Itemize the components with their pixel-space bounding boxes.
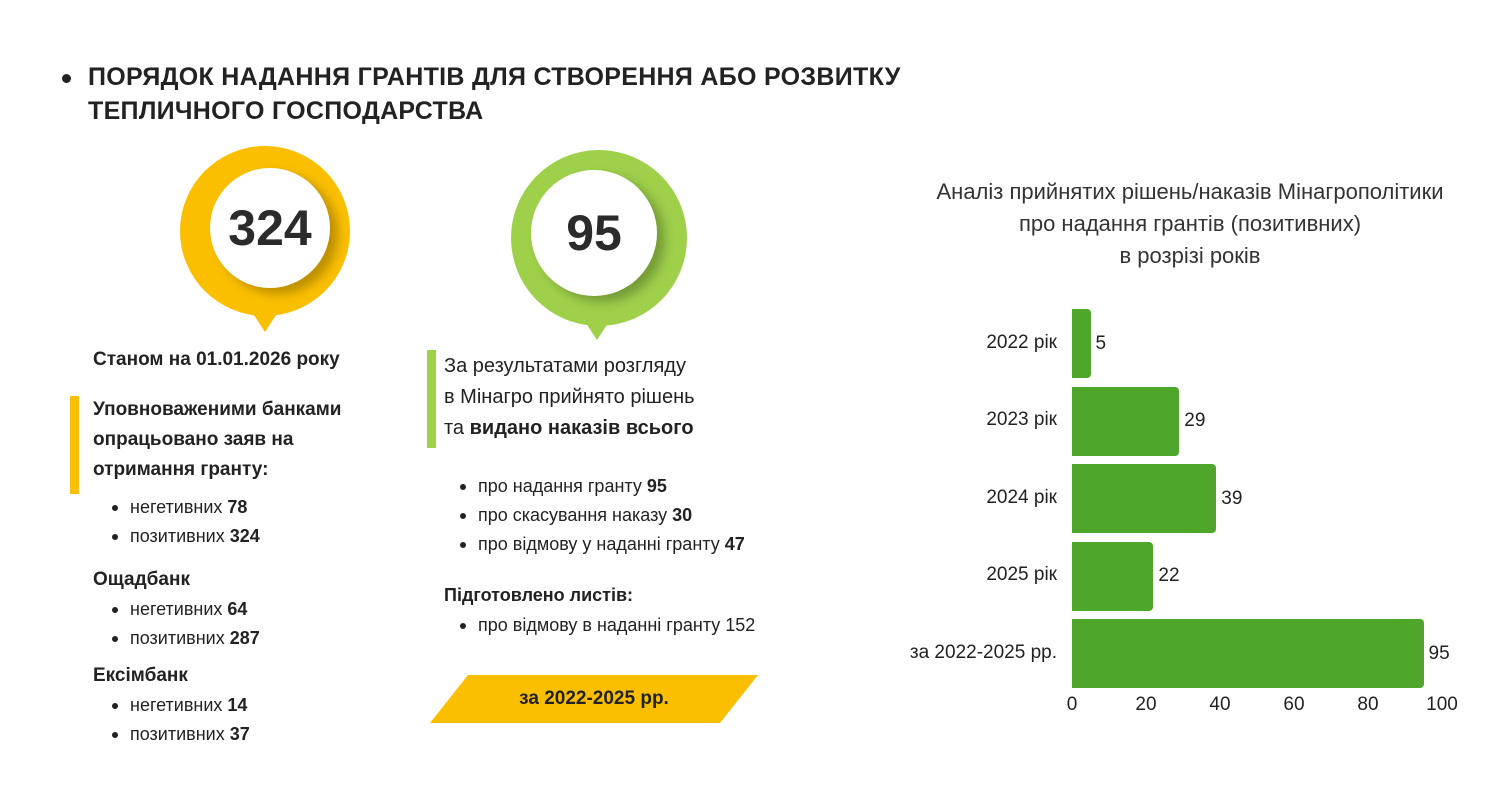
bar [1072,309,1091,378]
category-label: 2022 рік [986,331,1057,353]
chart-title-line: в розрізі років [1119,243,1261,268]
applications-count: 324 [210,168,330,288]
x-tick-label: 0 [1066,694,1078,715]
chart-title-line: Аналіз прийнятих рішень/наказів Мінагроп… [936,179,1444,204]
letters-list: про відмову в наданні гранту 152 [458,611,755,640]
title-line-2: ТЕПЛИЧНОГО ГОСПОДАРСТВА [88,97,484,125]
list-item: негетивних 14 [110,691,250,720]
orders-list: про надання гранту 95 про скасування нак… [458,472,745,559]
category-label: 2025 рік [986,564,1057,585]
data-label: 39 [1221,487,1243,509]
intro-line: За результатами розгляду [444,355,686,377]
intro-line: та видано наказів всього [444,417,694,439]
bar [1072,541,1154,611]
yellow-accent-bar [70,396,79,494]
title-line-1: ПОРЯДОК НАДАННЯ ГРАНТІВ ДЛЯ СТВОРЕННЯ АБ… [88,63,901,91]
bar [1072,619,1424,688]
green-pin-pointer [580,314,614,340]
list-item: про скасування наказу 30 [458,501,745,530]
category-label: за 2022-2025 рр. [909,641,1057,663]
data-label: 5 [1095,332,1107,354]
orders-intro: За результатами розгляду в Мінагро прийн… [444,351,695,444]
list-item: позитивних 37 [110,720,250,749]
orders-count: 95 [531,170,657,296]
total-list: негетивних 78 позитивних 324 [110,493,260,551]
green-accent-bar [427,350,436,448]
x-tick-label: 40 [1209,694,1231,715]
category-label: 2023 рік [986,409,1057,430]
list-item: негетивних 78 [110,493,260,522]
status-date: Станом на 01.01.2026 року [93,349,340,370]
oshchadbank-list: негетивних 64 позитивних 287 [110,595,260,653]
x-tick-label: 20 [1135,694,1157,715]
yellow-pin: 324 [180,146,350,316]
intro-line: опрацьовано заяв на [93,429,294,450]
list-item: негетивних 64 [110,595,260,624]
category-label: 2024 рік [986,486,1057,508]
list-item: про відмову в наданні гранту 152 [458,611,755,640]
list-item: позитивних 324 [110,522,260,551]
intro-line: отримання гранту: [93,459,269,480]
bank-name-oshchadbank: Ощадбанк [93,569,190,590]
data-label: 95 [1428,642,1450,664]
bar [1072,386,1180,456]
list-item: про відмову у наданні гранту 47 [458,530,745,559]
intro-line: в Мінагро прийнято рішень [444,386,695,408]
chart-title: Аналіз прийнятих рішень/наказів Мінагроп… [860,176,1499,272]
list-item: про надання гранту 95 [458,472,745,501]
chart-title-line: про надання грантів (позитивних) [1018,211,1362,236]
green-pin: 95 [511,150,687,326]
x-tick-label: 60 [1283,694,1305,715]
intro-line: Уповноваженими банками [93,399,342,420]
letters-title: Підготовлено листів: [444,585,634,605]
data-label: 22 [1158,565,1180,586]
page-title: ПОРЯДОК НАДАННЯ ГРАНТІВ ДЛЯ СТВОРЕННЯ АБ… [88,60,901,128]
data-label: 29 [1184,410,1206,431]
eximbank-list: негетивних 14 позитивних 37 [110,691,250,749]
x-tick-label: 80 [1357,694,1379,715]
x-tick-label: 100 [1426,694,1458,715]
list-item: позитивних 287 [110,624,260,653]
bar [1072,464,1217,533]
title-bullet [62,74,71,83]
bank-name-eximbank: Ексімбанк [93,665,188,686]
banks-intro: Уповноваженими банками опрацьовано заяв … [93,395,341,485]
period-badge: за 2022-2025 рр. [430,675,758,723]
yellow-pin-pointer [248,306,282,332]
